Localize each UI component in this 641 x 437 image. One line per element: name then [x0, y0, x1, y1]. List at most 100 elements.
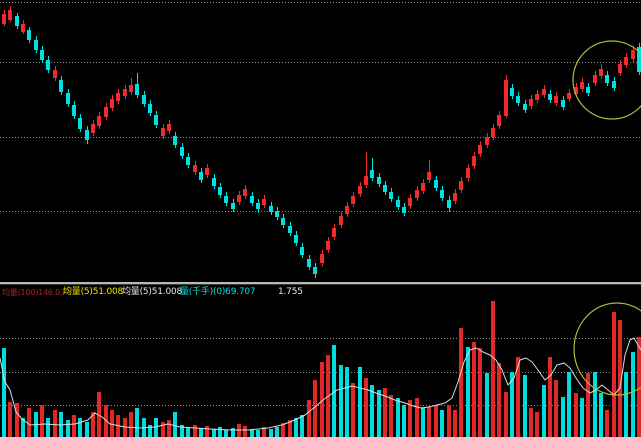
candle-body — [59, 80, 63, 92]
volume-bar — [548, 357, 552, 437]
volume-bar — [466, 347, 470, 437]
candle-body — [421, 183, 425, 191]
candle-body — [135, 84, 139, 95]
volume-bar — [2, 348, 6, 437]
candle-body — [85, 130, 89, 140]
volume-bar — [497, 363, 501, 437]
volume-bar — [180, 425, 184, 437]
candle-body — [154, 115, 158, 125]
candle-body — [148, 104, 152, 113]
candle-body — [243, 189, 247, 196]
candle-body — [396, 200, 400, 207]
volume-bar — [154, 418, 158, 437]
volume-bar — [510, 372, 514, 437]
volume-bar — [307, 400, 311, 437]
volume-bar — [72, 415, 76, 437]
volume-bar — [161, 422, 165, 437]
candle-body — [510, 88, 514, 96]
candle-body — [459, 181, 463, 190]
volume-bar — [66, 420, 70, 437]
volume-bar — [599, 393, 603, 437]
candle-body — [561, 100, 565, 107]
highlight-circle — [573, 302, 641, 396]
volume-bar — [561, 397, 565, 437]
candle-body — [167, 124, 171, 131]
candlestick-series — [2, 6, 641, 278]
volume-bar — [554, 380, 558, 437]
legend-last-value: 1.755 — [278, 287, 303, 297]
candle-body — [129, 85, 133, 92]
volume-bar — [129, 412, 133, 437]
candle-body — [599, 69, 603, 76]
candle-body — [478, 145, 482, 154]
volume-bar — [523, 375, 527, 437]
gridlines — [0, 2, 641, 406]
candle-body — [97, 116, 101, 126]
volume-bar — [402, 405, 406, 437]
volume-bar — [459, 328, 463, 437]
candle-body — [281, 218, 285, 225]
highlight-circle — [572, 40, 641, 120]
volume-bar — [478, 348, 482, 437]
volume-bar — [212, 429, 216, 437]
candle-body — [161, 128, 165, 136]
volume-bar — [529, 408, 533, 437]
volume-bar — [46, 418, 50, 437]
candle-body — [173, 136, 177, 145]
volume-legend: 均量(100)146.037 均量(5)51.008 均量(5)51.008 量… — [0, 286, 641, 299]
volume-bar — [231, 428, 235, 437]
candle-body — [491, 128, 495, 137]
candle-body — [110, 99, 114, 108]
candle-body — [313, 267, 317, 274]
candle-body — [53, 70, 57, 78]
volume-bar — [447, 405, 451, 437]
volume-bar — [440, 410, 444, 437]
volume-bar — [199, 428, 203, 437]
candle-body — [485, 137, 489, 145]
volume-bar — [408, 400, 412, 437]
volume-bar — [339, 365, 343, 437]
candle-body — [288, 226, 292, 233]
volume-bar — [396, 398, 400, 437]
candle-body — [262, 199, 266, 205]
volume-bar — [593, 372, 597, 437]
candle-body — [554, 96, 558, 103]
candle-body — [440, 190, 444, 198]
volume-bar — [148, 425, 152, 437]
candle-body — [453, 193, 457, 201]
candle-body — [574, 87, 578, 94]
candle-body — [389, 192, 393, 199]
volume-bar — [377, 390, 381, 437]
candle-body — [637, 47, 641, 72]
volume-bar — [91, 412, 95, 437]
candle-body — [631, 50, 635, 59]
candle-body — [358, 186, 362, 194]
pane-divider-handle[interactable] — [0, 282, 641, 285]
candle-body — [427, 172, 431, 180]
candle-body — [193, 165, 197, 172]
volume-bar — [193, 425, 197, 437]
candle-body — [72, 105, 76, 116]
volume-bar — [434, 405, 438, 437]
candle-body — [320, 254, 324, 263]
volume-bar — [605, 410, 609, 437]
volume-bar — [224, 430, 228, 437]
volume-bar — [383, 388, 387, 437]
volume-bar — [421, 408, 425, 437]
volume-bar — [415, 398, 419, 437]
candle-body — [408, 198, 412, 206]
volume-bar — [15, 403, 19, 437]
candle-body — [275, 211, 279, 217]
volume-bar — [535, 412, 539, 437]
candle-body — [548, 94, 552, 100]
volume-bar — [612, 312, 616, 437]
candle-body — [116, 93, 120, 101]
candle-body — [186, 157, 190, 165]
volume-bar — [167, 420, 171, 437]
candle-body — [605, 75, 609, 83]
volume-bar — [351, 383, 355, 437]
candle-body — [142, 95, 146, 104]
candle-body — [104, 107, 108, 117]
volume-bar — [618, 320, 622, 437]
